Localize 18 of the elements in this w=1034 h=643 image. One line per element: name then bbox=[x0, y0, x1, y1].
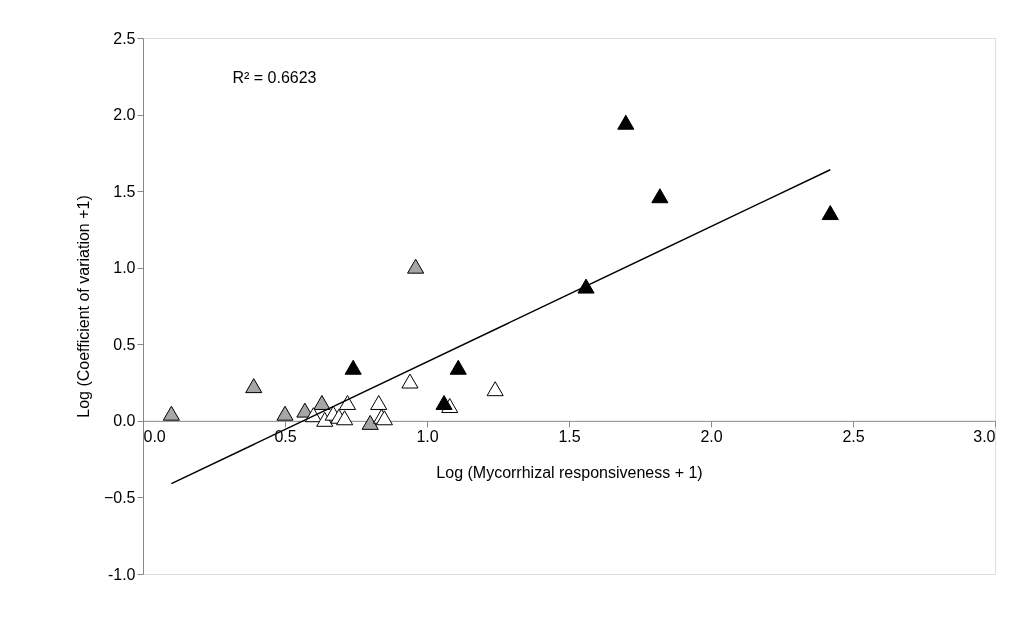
x-tick-label: 1.5 bbox=[558, 428, 581, 446]
y-tick-label: −0.5 bbox=[103, 488, 136, 506]
x-tick-label: 1.0 bbox=[416, 428, 439, 446]
annotation: R² = 0.6623 bbox=[232, 69, 317, 87]
y-tick-label: 0.5 bbox=[113, 335, 136, 353]
x-tick-label: 2.0 bbox=[700, 428, 723, 446]
x-tick-label: 0.5 bbox=[274, 428, 297, 446]
y-axis-title: Log (Coefficient of variation +1) bbox=[74, 195, 92, 418]
x-tick-label: 3.0 bbox=[973, 428, 996, 446]
x-axis-title: Log (Mycorrhizal responsiveness + 1) bbox=[436, 464, 703, 482]
y-tick-label: 2.0 bbox=[113, 106, 136, 124]
y-tick-label: -1.0 bbox=[107, 565, 136, 583]
x-tick-label: 2.5 bbox=[842, 428, 865, 446]
x-tick-label: 0.0 bbox=[143, 428, 166, 446]
y-tick-label: 1.0 bbox=[113, 259, 136, 277]
y-tick-label: 2.5 bbox=[113, 29, 136, 47]
y-tick-label: 1.5 bbox=[113, 182, 136, 200]
y-tick-label: 0.0 bbox=[113, 412, 136, 430]
